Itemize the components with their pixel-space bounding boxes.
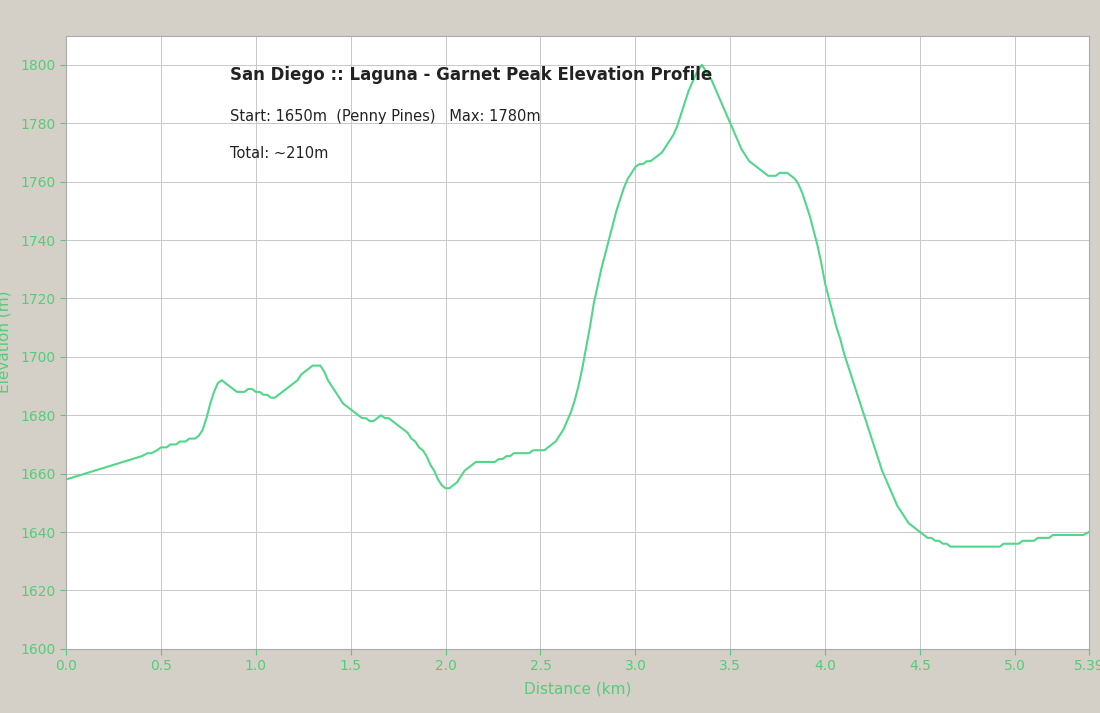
Text: Total: ~210m: Total: ~210m xyxy=(230,146,328,161)
Y-axis label: Elevation (m): Elevation (m) xyxy=(0,291,12,394)
Text: San Diego :: Laguna - Garnet Peak Elevation Profile: San Diego :: Laguna - Garnet Peak Elevat… xyxy=(230,66,712,84)
Text: Start: 1650m  (Penny Pines)   Max: 1780m: Start: 1650m (Penny Pines) Max: 1780m xyxy=(230,109,540,124)
X-axis label: Distance (km): Distance (km) xyxy=(524,682,631,697)
